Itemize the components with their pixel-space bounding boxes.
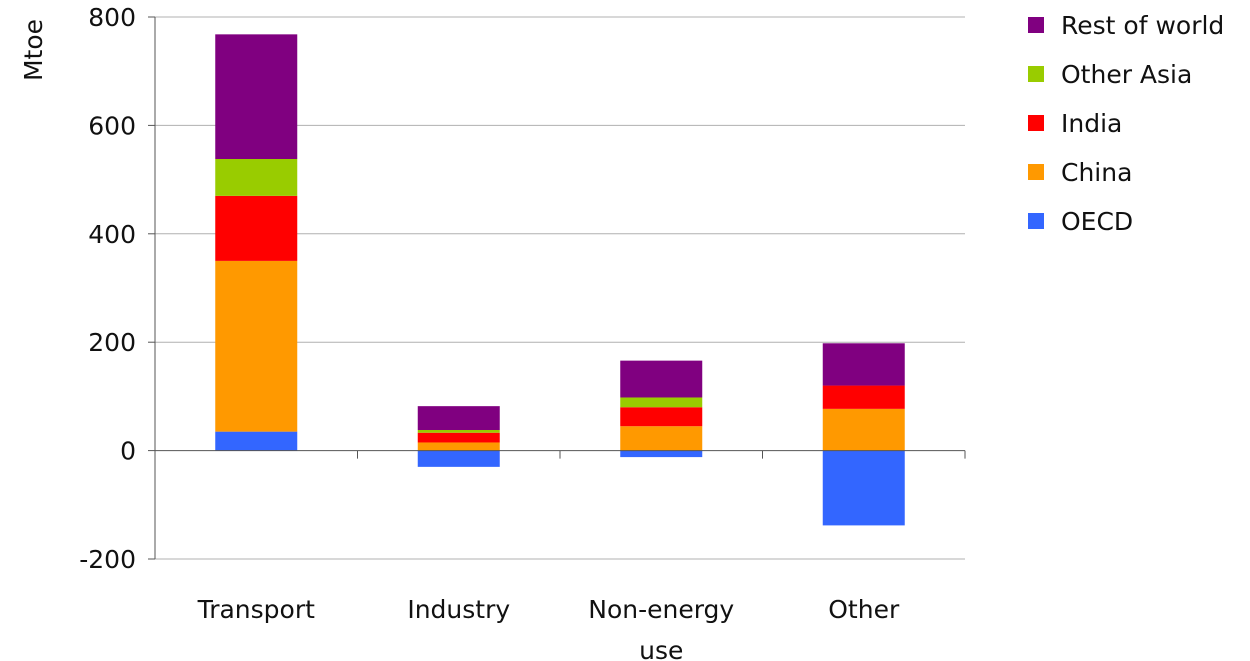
bar-segment-china — [620, 426, 703, 451]
category-label: Non-energy use — [588, 595, 734, 661]
bar-segment-other-asia — [620, 397, 703, 408]
y-axis-title: Mtoe — [19, 19, 48, 81]
legend-swatch — [1028, 164, 1044, 180]
bar-segment-china — [822, 408, 905, 451]
bar-segment-rest-of-world — [620, 360, 703, 398]
legend-item-oecd: OECD — [1028, 207, 1133, 236]
bar-segment-other-asia — [215, 159, 298, 196]
legend-label: Rest of world — [1061, 11, 1224, 40]
y-tick-label: -200 — [79, 545, 136, 574]
category-label: Industry — [407, 595, 510, 624]
bar-segment-rest-of-world — [822, 343, 905, 386]
legend-item-other-asia: Other Asia — [1028, 60, 1192, 89]
legend: Rest of world Other Asia India China OECD — [1028, 11, 1224, 236]
y-tick-label: 600 — [88, 111, 136, 140]
bar-segment-india — [215, 195, 298, 261]
legend-swatch — [1028, 115, 1044, 131]
legend-label: China — [1061, 158, 1132, 187]
legend-swatch — [1028, 17, 1044, 33]
bar-segment-oecd — [417, 450, 500, 467]
legend-label: OECD — [1061, 207, 1133, 236]
y-tick-label: 200 — [88, 328, 136, 357]
legend-swatch — [1028, 66, 1044, 82]
bar-segment-oecd — [620, 450, 703, 458]
legend-swatch — [1028, 213, 1044, 229]
y-tick-label: 400 — [88, 220, 136, 249]
bar-segment-rest-of-world — [417, 406, 500, 431]
legend-item-china: China — [1028, 158, 1132, 187]
bar-segment-oecd — [822, 450, 905, 526]
y-tick-label: 800 — [88, 3, 136, 32]
axes — [148, 16, 966, 560]
bar-segment-india — [620, 407, 703, 427]
legend-item-rest-of-world: Rest of world — [1028, 11, 1224, 40]
y-tick-labels: -200 0 200 400 600 800 — [79, 3, 136, 574]
legend-item-india: India — [1028, 109, 1122, 138]
bar-segment-india — [417, 432, 500, 443]
bar-segment-china — [215, 260, 298, 432]
bar-segment-china — [417, 442, 500, 451]
y-tick-label: 0 — [120, 437, 136, 466]
category-label: Transport — [197, 595, 316, 624]
legend-label: India — [1061, 109, 1122, 138]
bars — [215, 34, 905, 526]
category-label: Other — [828, 595, 900, 624]
category-labels: Transport Industry Non-energy use Other — [197, 595, 900, 661]
bar-segment-india — [822, 385, 905, 409]
bar-segment-rest-of-world — [215, 34, 298, 160]
bar-segment-other-asia — [417, 430, 500, 433]
legend-label: Other Asia — [1061, 60, 1192, 89]
bar-segment-oecd — [215, 431, 298, 451]
